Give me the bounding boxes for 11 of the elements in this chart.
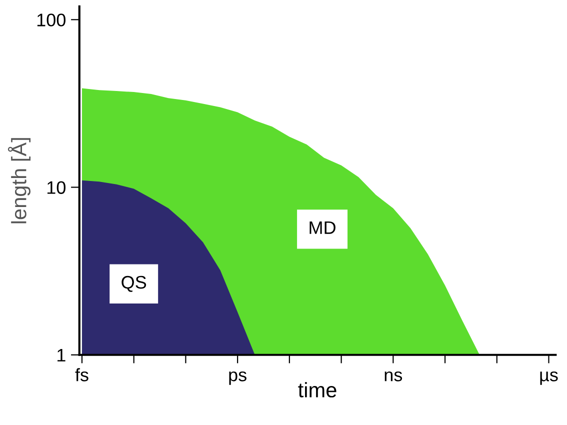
x-tick-label: fs [75, 368, 88, 382]
series-label: MD [310, 221, 336, 234]
x-tick-label: ps [229, 371, 246, 385]
series-label: QS [122, 276, 146, 292]
x-tick-label: µs [540, 371, 558, 385]
y-tick-label: 100 [37, 14, 66, 26]
y-tick-label: 10 [47, 181, 66, 194]
y-tick-label: 1 [58, 348, 66, 362]
x-axis-title: time [298, 382, 336, 398]
y-axis-title: length [Å] [8, 138, 31, 224]
x-tick-label: ns [384, 371, 402, 382]
